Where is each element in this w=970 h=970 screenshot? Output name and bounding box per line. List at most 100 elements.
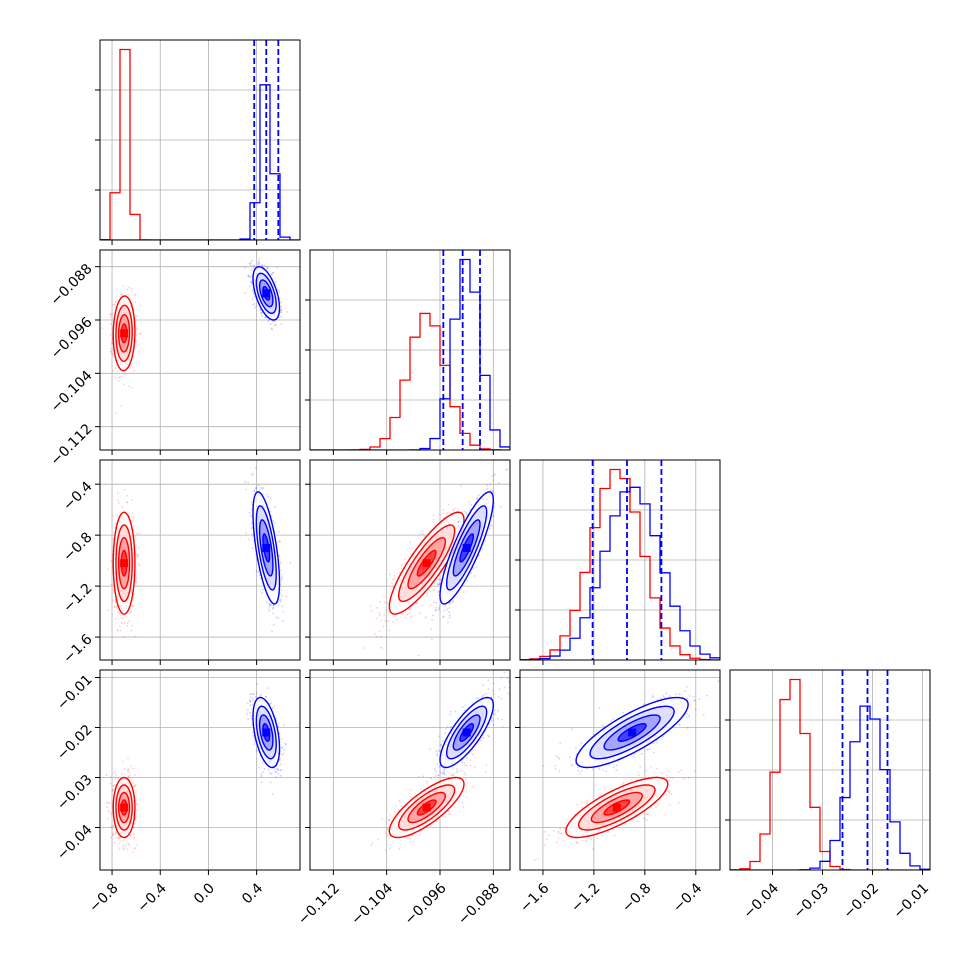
scatter-point (116, 515, 119, 518)
scatter-point (437, 590, 440, 593)
scatter-point (124, 767, 127, 770)
scatter-point (278, 555, 281, 558)
scatter-point (118, 848, 121, 851)
scatter-point (465, 512, 467, 515)
scatter-point (101, 327, 104, 330)
scatter-point (136, 584, 139, 587)
scatter-point (376, 617, 379, 620)
scatter-point (112, 832, 115, 835)
y-tick-label: −0.8 (60, 530, 95, 565)
scatter-point (435, 606, 438, 609)
panel-frame (309, 459, 511, 661)
scatter-point (255, 570, 258, 573)
scatter-point (133, 847, 136, 850)
scatter-point (392, 578, 395, 581)
scatter-point (424, 616, 427, 619)
scatter-point (113, 841, 116, 844)
scatter-point (280, 305, 282, 308)
scatter-point (249, 285, 251, 288)
scatter-point (268, 603, 271, 605)
scatter-point (127, 775, 130, 778)
scatter-point (117, 370, 119, 372)
scatter-point (135, 843, 138, 846)
scatter-point (422, 533, 425, 536)
scatter-point (129, 298, 132, 300)
scatter-point (251, 303, 254, 306)
scatter-point (426, 594, 428, 597)
scatter-point (437, 608, 440, 611)
scatter-point (130, 363, 133, 366)
scatter-point (123, 488, 126, 491)
scatter-point (119, 839, 122, 842)
y-tick-label: −0.4 (60, 478, 95, 513)
scatter-point (138, 333, 141, 336)
scatter-point (477, 494, 480, 497)
scatter-point (249, 262, 252, 265)
scatter-point (489, 483, 492, 486)
scatter-point (466, 513, 469, 516)
scatter-point (120, 404, 123, 407)
scatter-point (134, 818, 137, 820)
scatter-point (137, 562, 139, 565)
scatter-point (278, 530, 280, 533)
scatter-point (252, 291, 255, 293)
scatter-point (282, 610, 285, 613)
scatter-point (111, 312, 114, 315)
scatter-point (249, 280, 252, 283)
scatter-point (251, 259, 254, 262)
scatter-point (253, 264, 256, 267)
scatter-point (135, 553, 138, 556)
scatter-point (267, 495, 270, 498)
scatter-point (404, 617, 407, 620)
scatter-point (269, 604, 272, 607)
scatter-point (260, 311, 263, 314)
scatter-point (248, 511, 251, 514)
scatter-point (438, 582, 441, 585)
scatter-point (110, 347, 113, 350)
scatter-point (127, 293, 129, 296)
panel-background (100, 670, 300, 870)
scatter-point (114, 377, 117, 379)
scatter-point (426, 592, 429, 595)
scatter-point (452, 601, 454, 604)
scatter-point (131, 625, 133, 627)
scatter-point (253, 490, 256, 493)
scatter-point (139, 332, 142, 335)
scatter-point (107, 809, 110, 812)
scatter-point (470, 504, 473, 506)
scatter-point (432, 589, 435, 592)
scatter-point (441, 568, 444, 570)
scatter-point (493, 473, 496, 475)
scatter-point (138, 547, 141, 550)
density-peak (422, 559, 431, 568)
scatter-point (282, 620, 284, 623)
scatter-point (378, 612, 381, 614)
scatter-point (128, 844, 130, 846)
scatter-point (457, 525, 460, 528)
scatter-point (121, 293, 123, 296)
scatter-point (126, 848, 129, 851)
scatter-point (114, 783, 117, 786)
panel-3-0: −0.8 −0.4 0.0 0.4−0.04−0.03−0.02−0.01 (54, 669, 301, 916)
scatter-point (408, 608, 411, 611)
scatter-point (443, 609, 446, 612)
scatter-point (134, 797, 137, 800)
scatter-point (285, 595, 288, 598)
scatter-point (131, 498, 134, 501)
scatter-point (271, 328, 274, 331)
scatter-point (116, 628, 119, 631)
scatter-point (120, 773, 123, 776)
scatter-point (250, 260, 253, 263)
scatter-point (387, 620, 390, 622)
scatter-point (123, 383, 126, 386)
scatter-point (446, 608, 449, 611)
scatter-point (253, 489, 256, 492)
scatter-point (254, 467, 257, 470)
scatter-point (109, 782, 112, 785)
scatter-point (249, 515, 252, 517)
scatter-point (253, 267, 255, 270)
scatter-point (132, 767, 135, 770)
scatter-point (379, 646, 382, 649)
scatter-point (489, 489, 492, 492)
scatter-point (289, 561, 292, 564)
